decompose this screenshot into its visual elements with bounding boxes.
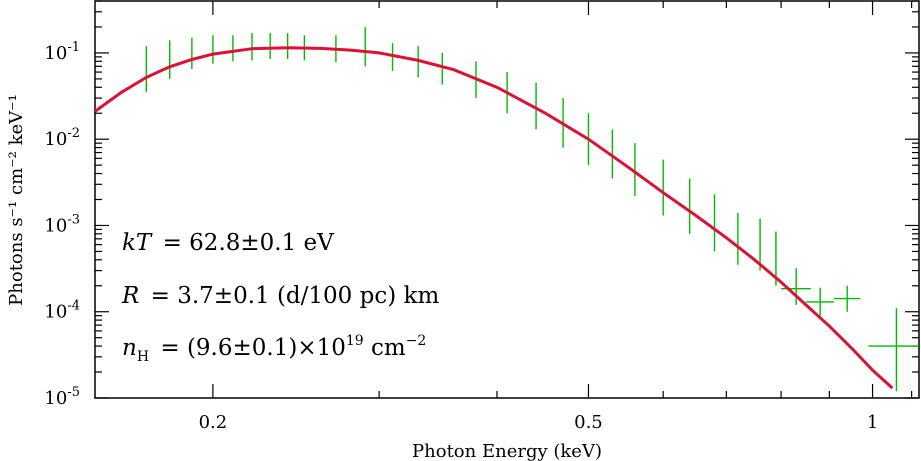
- x-tick-label: 0.5: [574, 412, 603, 433]
- x-tick-label: 1: [867, 412, 878, 433]
- x-axis-title: Photon Energy (keV): [412, 441, 602, 461]
- fit-annotations: kT = 62.8±0.1 eV R = 3.7±0.1 (d/100 pc) k…: [121, 230, 439, 365]
- x-tick-label: 0.2: [199, 412, 228, 433]
- fit-annotation: kT = 62.8±0.1 eV: [122, 230, 334, 256]
- model-curve: [94, 46, 894, 390]
- data-points: [145, 26, 919, 392]
- data-point: [868, 308, 919, 392]
- y-axis-title: Photons s⁻¹ cm⁻² keV⁻¹: [6, 94, 27, 306]
- y-tick-label: 10-5: [44, 385, 80, 409]
- data-point: [805, 287, 834, 316]
- y-tick-label: 10-4: [44, 299, 80, 323]
- axis-ticks: [95, 0, 919, 399]
- y-tick-labels: 10-5 10-4 10-3 10-2 10-1: [44, 40, 80, 409]
- y-tick-label: 10-3: [44, 212, 80, 236]
- fit-annotation: nH = (9.6±0.1)×1019 cm−2: [122, 333, 426, 365]
- y-tick-label: 10-1: [44, 40, 80, 64]
- x-tick-labels: 0.2 0.5 1: [199, 412, 879, 433]
- fit-annotation: R = 3.7±0.1 (d/100 pc) km: [121, 283, 439, 309]
- data-point: [833, 285, 861, 312]
- y-tick-label: 10-2: [44, 126, 80, 150]
